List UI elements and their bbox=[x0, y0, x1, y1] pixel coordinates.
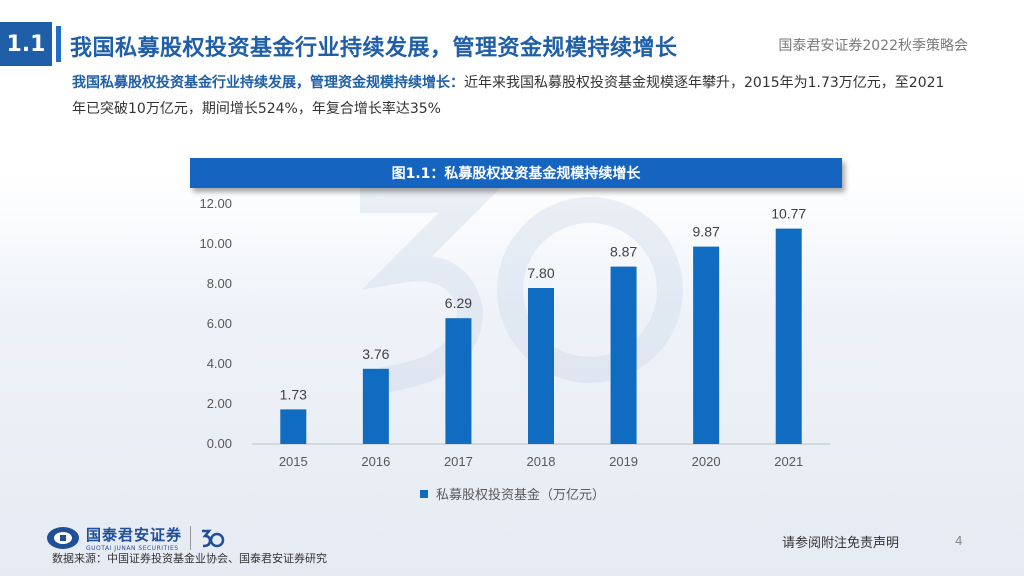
bar bbox=[280, 409, 307, 444]
y-tick-label: 2.00 bbox=[207, 396, 232, 411]
x-tick-label: 2015 bbox=[279, 454, 308, 469]
bar-chart: 0.00 2.00 4.00 6.00 8.00 10.00 12.00 1.73 2015 3.… bbox=[199, 196, 830, 503]
data-label: 9.87 bbox=[693, 224, 720, 240]
data-label: 1.73 bbox=[280, 386, 307, 402]
page-number: 4 bbox=[955, 534, 963, 548]
data-label: 7.80 bbox=[527, 265, 554, 281]
summary-text: 近年来我国私募股权投资基金规模逐年攀升，2015年为1.73万亿元，至2021年… bbox=[72, 75, 945, 117]
x-tick-label: 2016 bbox=[361, 454, 390, 469]
summary-paragraph: 我国私募股权投资基金行业持续发展，管理资金规模持续增长：近年来我国私募股权投资基… bbox=[72, 70, 952, 122]
y-tick-label: 0.00 bbox=[207, 436, 232, 451]
bar bbox=[362, 368, 389, 444]
x-tick-label: 2018 bbox=[527, 454, 556, 469]
logo-chinese-name: 国泰君安证券 bbox=[86, 526, 183, 544]
watermark-graphic bbox=[360, 187, 683, 393]
legend-square-icon bbox=[420, 490, 428, 498]
disclaimer-link[interactable]: 请参阅附注免责声明 bbox=[782, 536, 900, 551]
section-number-badge: 1.1 bbox=[0, 22, 52, 66]
data-label: 3.76 bbox=[362, 346, 389, 362]
gtja-logo-icon bbox=[47, 527, 79, 549]
summary-lead: 我国私募股权投资基金行业持续发展，管理资金规模持续增长： bbox=[72, 75, 464, 91]
data-label: 8.87 bbox=[610, 244, 637, 260]
bar bbox=[445, 318, 472, 444]
bar bbox=[693, 246, 720, 444]
logo-english-name: GUOTAI JUNAN SECURITIES bbox=[86, 545, 179, 552]
bar bbox=[775, 228, 802, 444]
x-tick-label: 2017 bbox=[444, 454, 473, 469]
chart-title-banner: 图1.1：私募股权投资基金规模持续增长 bbox=[190, 158, 842, 188]
x-tick-label: 2020 bbox=[692, 454, 721, 469]
logo-divider bbox=[190, 526, 192, 550]
legend-label: 私募股权投资基金（万亿元） bbox=[436, 487, 605, 503]
company-logo: 国泰君安证券 GUOTAI JUNAN SECURITIES bbox=[46, 524, 225, 552]
y-tick-label: 10.00 bbox=[199, 236, 232, 251]
data-label: 6.29 bbox=[445, 295, 472, 311]
y-tick-label: 12.00 bbox=[199, 196, 232, 211]
bar bbox=[610, 266, 637, 444]
x-tick-label: 2019 bbox=[609, 454, 638, 469]
y-tick-label: 8.00 bbox=[207, 276, 232, 291]
data-source: 数据来源：中国证券投资基金业协会、国泰君安证券研究 bbox=[52, 552, 327, 565]
x-tick-label: 2021 bbox=[774, 454, 803, 469]
bar bbox=[528, 288, 554, 444]
event-brand: 国泰君安证券2022秋季策略会 bbox=[778, 38, 968, 54]
y-tick-label: 6.00 bbox=[207, 316, 232, 331]
page-title: 我国私募股权投资基金行业持续发展，管理资金规模持续增长 bbox=[70, 36, 678, 61]
anniversary-30-icon bbox=[202, 529, 225, 548]
title-accent-bar bbox=[56, 26, 61, 62]
y-tick-label: 4.00 bbox=[207, 356, 232, 371]
data-label: 10.77 bbox=[771, 206, 806, 222]
